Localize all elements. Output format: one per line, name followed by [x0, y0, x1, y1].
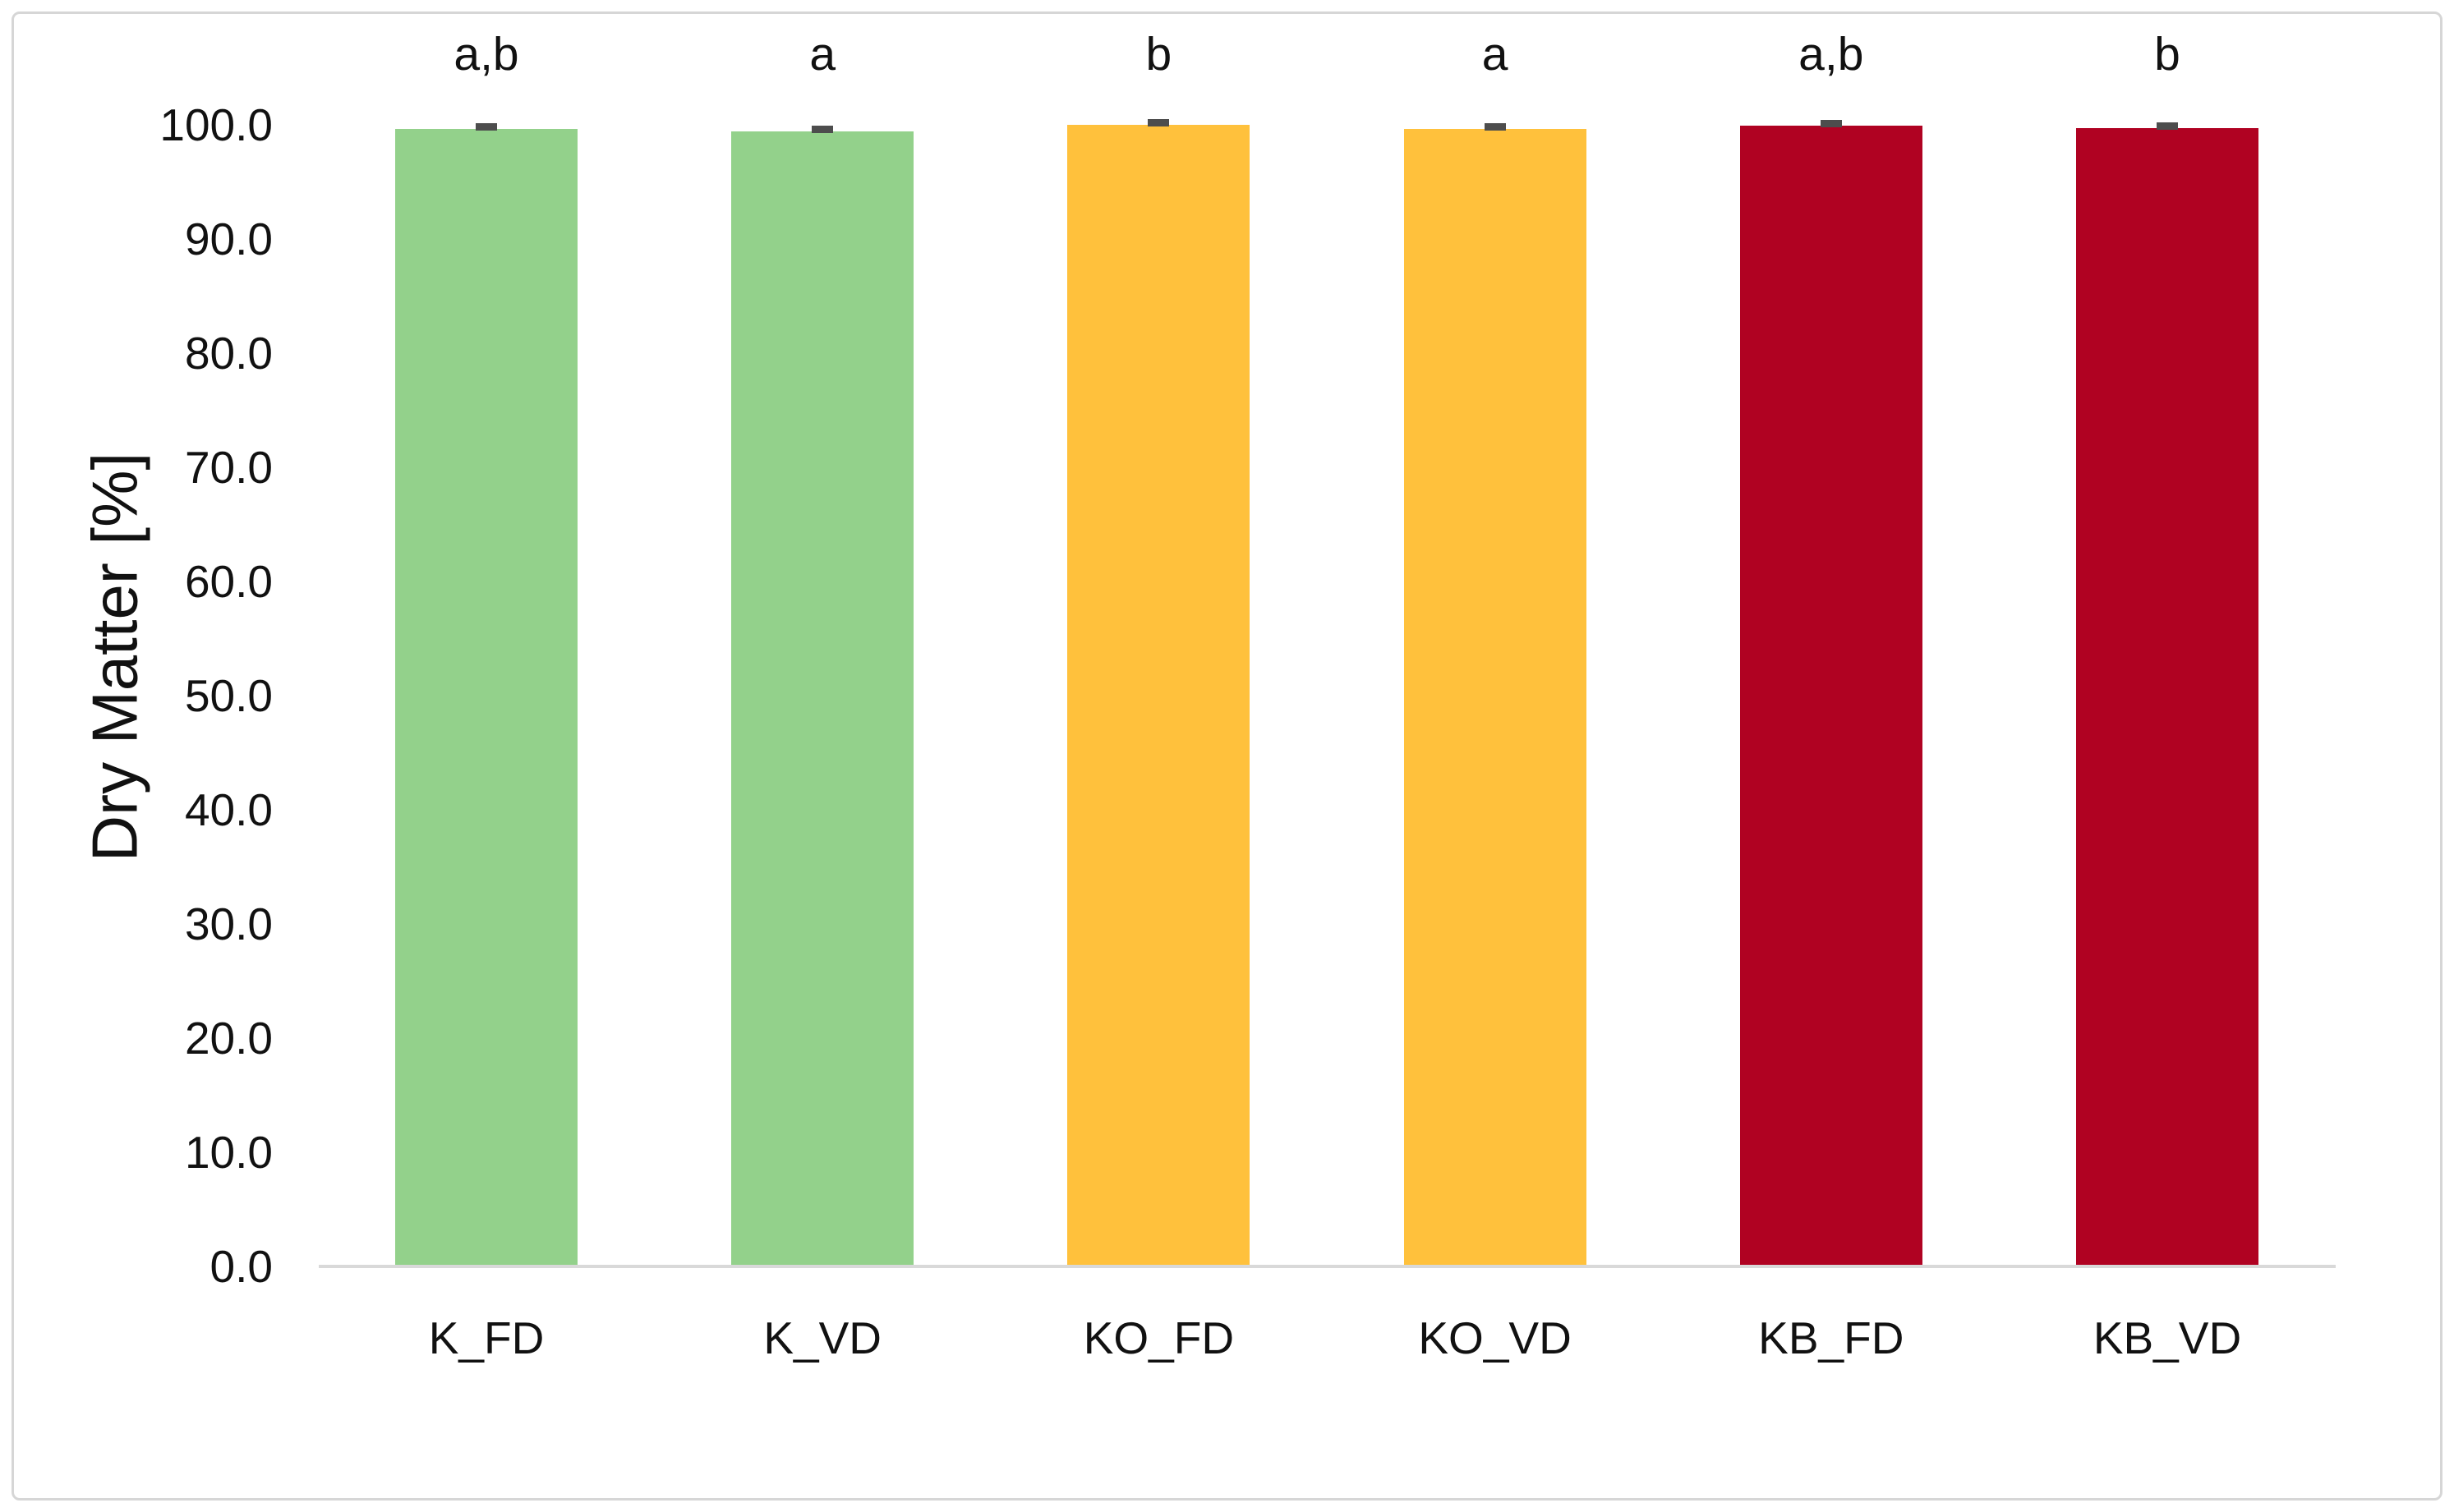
x-tick-label: K_FD [428, 1312, 545, 1363]
y-tick-label: 60.0 [184, 555, 273, 607]
y-tick-label: 50.0 [184, 669, 273, 721]
y-tick-label: 70.0 [184, 441, 273, 493]
error-bar-cap [1148, 118, 1170, 126]
y-tick-label: 40.0 [184, 784, 273, 835]
error-bar-cap [476, 123, 497, 131]
y-tick-label: 100.0 [159, 99, 273, 150]
x-tick-label: KB_VD [2093, 1312, 2242, 1363]
x-tick-label: KO_FD [1083, 1312, 1235, 1363]
y-tick-label: 30.0 [184, 898, 273, 949]
x-tick-label: KB_FD [1758, 1312, 1904, 1363]
bar-K_FD [395, 129, 578, 1266]
significance-label: b [1145, 28, 1172, 80]
significance-label: a [809, 28, 836, 80]
y-tick-label: 0.0 [209, 1241, 273, 1292]
significance-label: a,b [1798, 28, 1864, 80]
bar-KO_VD [1403, 129, 1586, 1266]
bar-KO_FD [1067, 124, 1250, 1266]
bar-K_VD [731, 131, 914, 1266]
x-tick-label: K_VD [763, 1312, 882, 1363]
significance-label: b [2154, 28, 2180, 80]
significance-label: a [1481, 28, 1508, 80]
x-axis-line [319, 1265, 2336, 1268]
significance-label: a,b [454, 28, 519, 80]
bar-KB_FD [1739, 125, 1922, 1266]
x-tick-label: KO_VD [1418, 1312, 1572, 1363]
y-tick-label: 80.0 [184, 327, 273, 379]
y-tick-label: 90.0 [184, 213, 273, 264]
error-bar-cap [2157, 122, 2178, 130]
error-bar-cap [1484, 123, 1506, 131]
error-bar-cap [812, 125, 834, 133]
y-tick-label: 20.0 [184, 1012, 273, 1064]
error-bar-cap [1820, 119, 1842, 127]
bar-KB_VD [2076, 127, 2258, 1266]
y-tick-label: 10.0 [184, 1126, 273, 1178]
